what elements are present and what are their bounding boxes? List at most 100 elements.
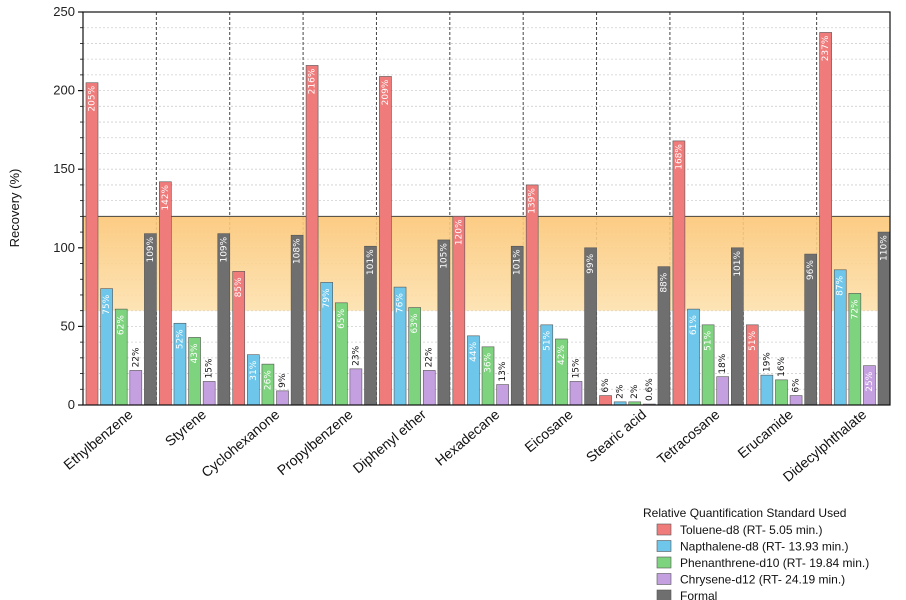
- bar: [379, 76, 392, 406]
- data-label: 15%: [571, 358, 581, 378]
- bars: [85, 32, 891, 406]
- data-label: 61%: [689, 315, 699, 335]
- data-label: 51%: [748, 330, 758, 350]
- data-label: 19%: [762, 352, 772, 372]
- bar: [716, 376, 730, 406]
- data-label: 9%: [278, 373, 288, 388]
- bar: [202, 381, 216, 406]
- bar: [305, 65, 319, 406]
- category-label: Propylbenzene: [274, 406, 356, 478]
- acceptance-band-rect: [83, 216, 890, 311]
- data-label: 63%: [410, 313, 420, 333]
- plot-frame: [82, 11, 891, 406]
- data-label: 109%: [146, 236, 156, 262]
- data-label: 51%: [704, 330, 714, 350]
- data-label: 168%: [674, 144, 684, 170]
- data-label: 42%: [557, 345, 567, 365]
- category-label: Cyclohexanone: [198, 406, 282, 480]
- bar: [760, 374, 774, 406]
- bar: [569, 381, 583, 406]
- data-label: 2%: [616, 384, 626, 399]
- data-label: 101%: [513, 249, 523, 275]
- legend-swatch: [656, 540, 672, 552]
- y-tick-label: 100: [53, 240, 75, 255]
- data-label: 120%: [454, 219, 464, 245]
- data-label: 142%: [161, 184, 171, 210]
- data-label: 87%: [836, 275, 846, 295]
- data-label: 13%: [498, 361, 508, 381]
- data-label: 22%: [131, 347, 141, 367]
- y-tick-label: 150: [53, 161, 75, 176]
- legend-entry: Formal: [680, 589, 717, 600]
- y-tick-label: 250: [53, 4, 75, 19]
- data-label: 79%: [322, 288, 332, 308]
- bar: [129, 370, 143, 406]
- data-label: 101%: [733, 250, 743, 276]
- data-label: 2%: [630, 384, 640, 399]
- legend-swatch: [656, 523, 672, 536]
- data-label: 105%: [439, 243, 449, 269]
- data-label: 205%: [88, 85, 98, 111]
- data-label: 108%: [293, 238, 303, 264]
- data-label: 6%: [601, 378, 611, 393]
- grid-lines: [83, 12, 890, 405]
- data-label: 76%: [396, 293, 406, 313]
- data-label: 88%: [659, 272, 669, 292]
- data-label: 31%: [249, 360, 259, 380]
- data-label: 36%: [484, 352, 494, 372]
- bar: [159, 181, 172, 406]
- data-label: 237%: [821, 35, 831, 61]
- y-axis-title: Recovery (%): [7, 169, 22, 248]
- y-tick-label: 200: [53, 83, 75, 98]
- bar: [422, 370, 436, 406]
- data-label: 216%: [308, 68, 318, 94]
- bar: [819, 32, 832, 406]
- category-label: Erucamide: [734, 406, 796, 461]
- data-label: 110%: [880, 235, 890, 261]
- category-label: Styrene: [162, 406, 209, 449]
- bar: [789, 395, 803, 406]
- data-label: 85%: [234, 277, 244, 297]
- data-label: 26%: [263, 370, 273, 390]
- data-label: 209%: [381, 79, 391, 105]
- data-label: 139%: [528, 188, 538, 214]
- bar: [85, 82, 99, 406]
- data-label: 65%: [337, 308, 347, 328]
- legend-entry: Napthalene-d8 (RT- 13.93 min.): [680, 540, 849, 554]
- data-label: 99%: [586, 253, 596, 273]
- data-label: 25%: [865, 371, 875, 391]
- legend-swatch: [656, 573, 672, 585]
- bar: [775, 379, 788, 406]
- bar: [525, 184, 539, 406]
- bar: [672, 140, 686, 406]
- data-label: 44%: [469, 341, 479, 361]
- data-label: 75%: [102, 294, 112, 314]
- legend-swatch: [656, 556, 672, 569]
- legend-title: Relative Quantification Standard Used: [643, 506, 846, 520]
- bar: [276, 390, 289, 406]
- data-label: 16%: [777, 356, 787, 376]
- data-label: 0.6%: [645, 378, 655, 401]
- acceptance-band: [83, 215, 890, 311]
- data-label: 52%: [175, 329, 185, 349]
- category-label: Diphenyl ether: [350, 406, 430, 477]
- data-label: 6%: [792, 378, 802, 393]
- data-label: 62%: [117, 315, 127, 335]
- axes: 0 50 100 150 200 250: [53, 4, 891, 412]
- data-label: 22%: [425, 347, 435, 367]
- legend-swatch: [656, 589, 672, 600]
- bar: [599, 395, 612, 406]
- data-label: 101%: [366, 249, 376, 275]
- data-label: 96%: [806, 260, 816, 280]
- category-label: Stearic acid: [583, 406, 649, 465]
- bar: [496, 384, 509, 406]
- data-label: 51%: [542, 330, 552, 350]
- category-label: Hexadecane: [432, 406, 503, 469]
- legend: Relative Quantification Standard Used To…: [643, 506, 869, 600]
- bar: [349, 368, 363, 406]
- category-label: Eicosane: [521, 406, 576, 455]
- legend-entry: Toluene-d8 (RT- 5.05 min.): [680, 523, 823, 537]
- data-label: 109%: [219, 236, 229, 262]
- data-label: 18%: [718, 353, 728, 373]
